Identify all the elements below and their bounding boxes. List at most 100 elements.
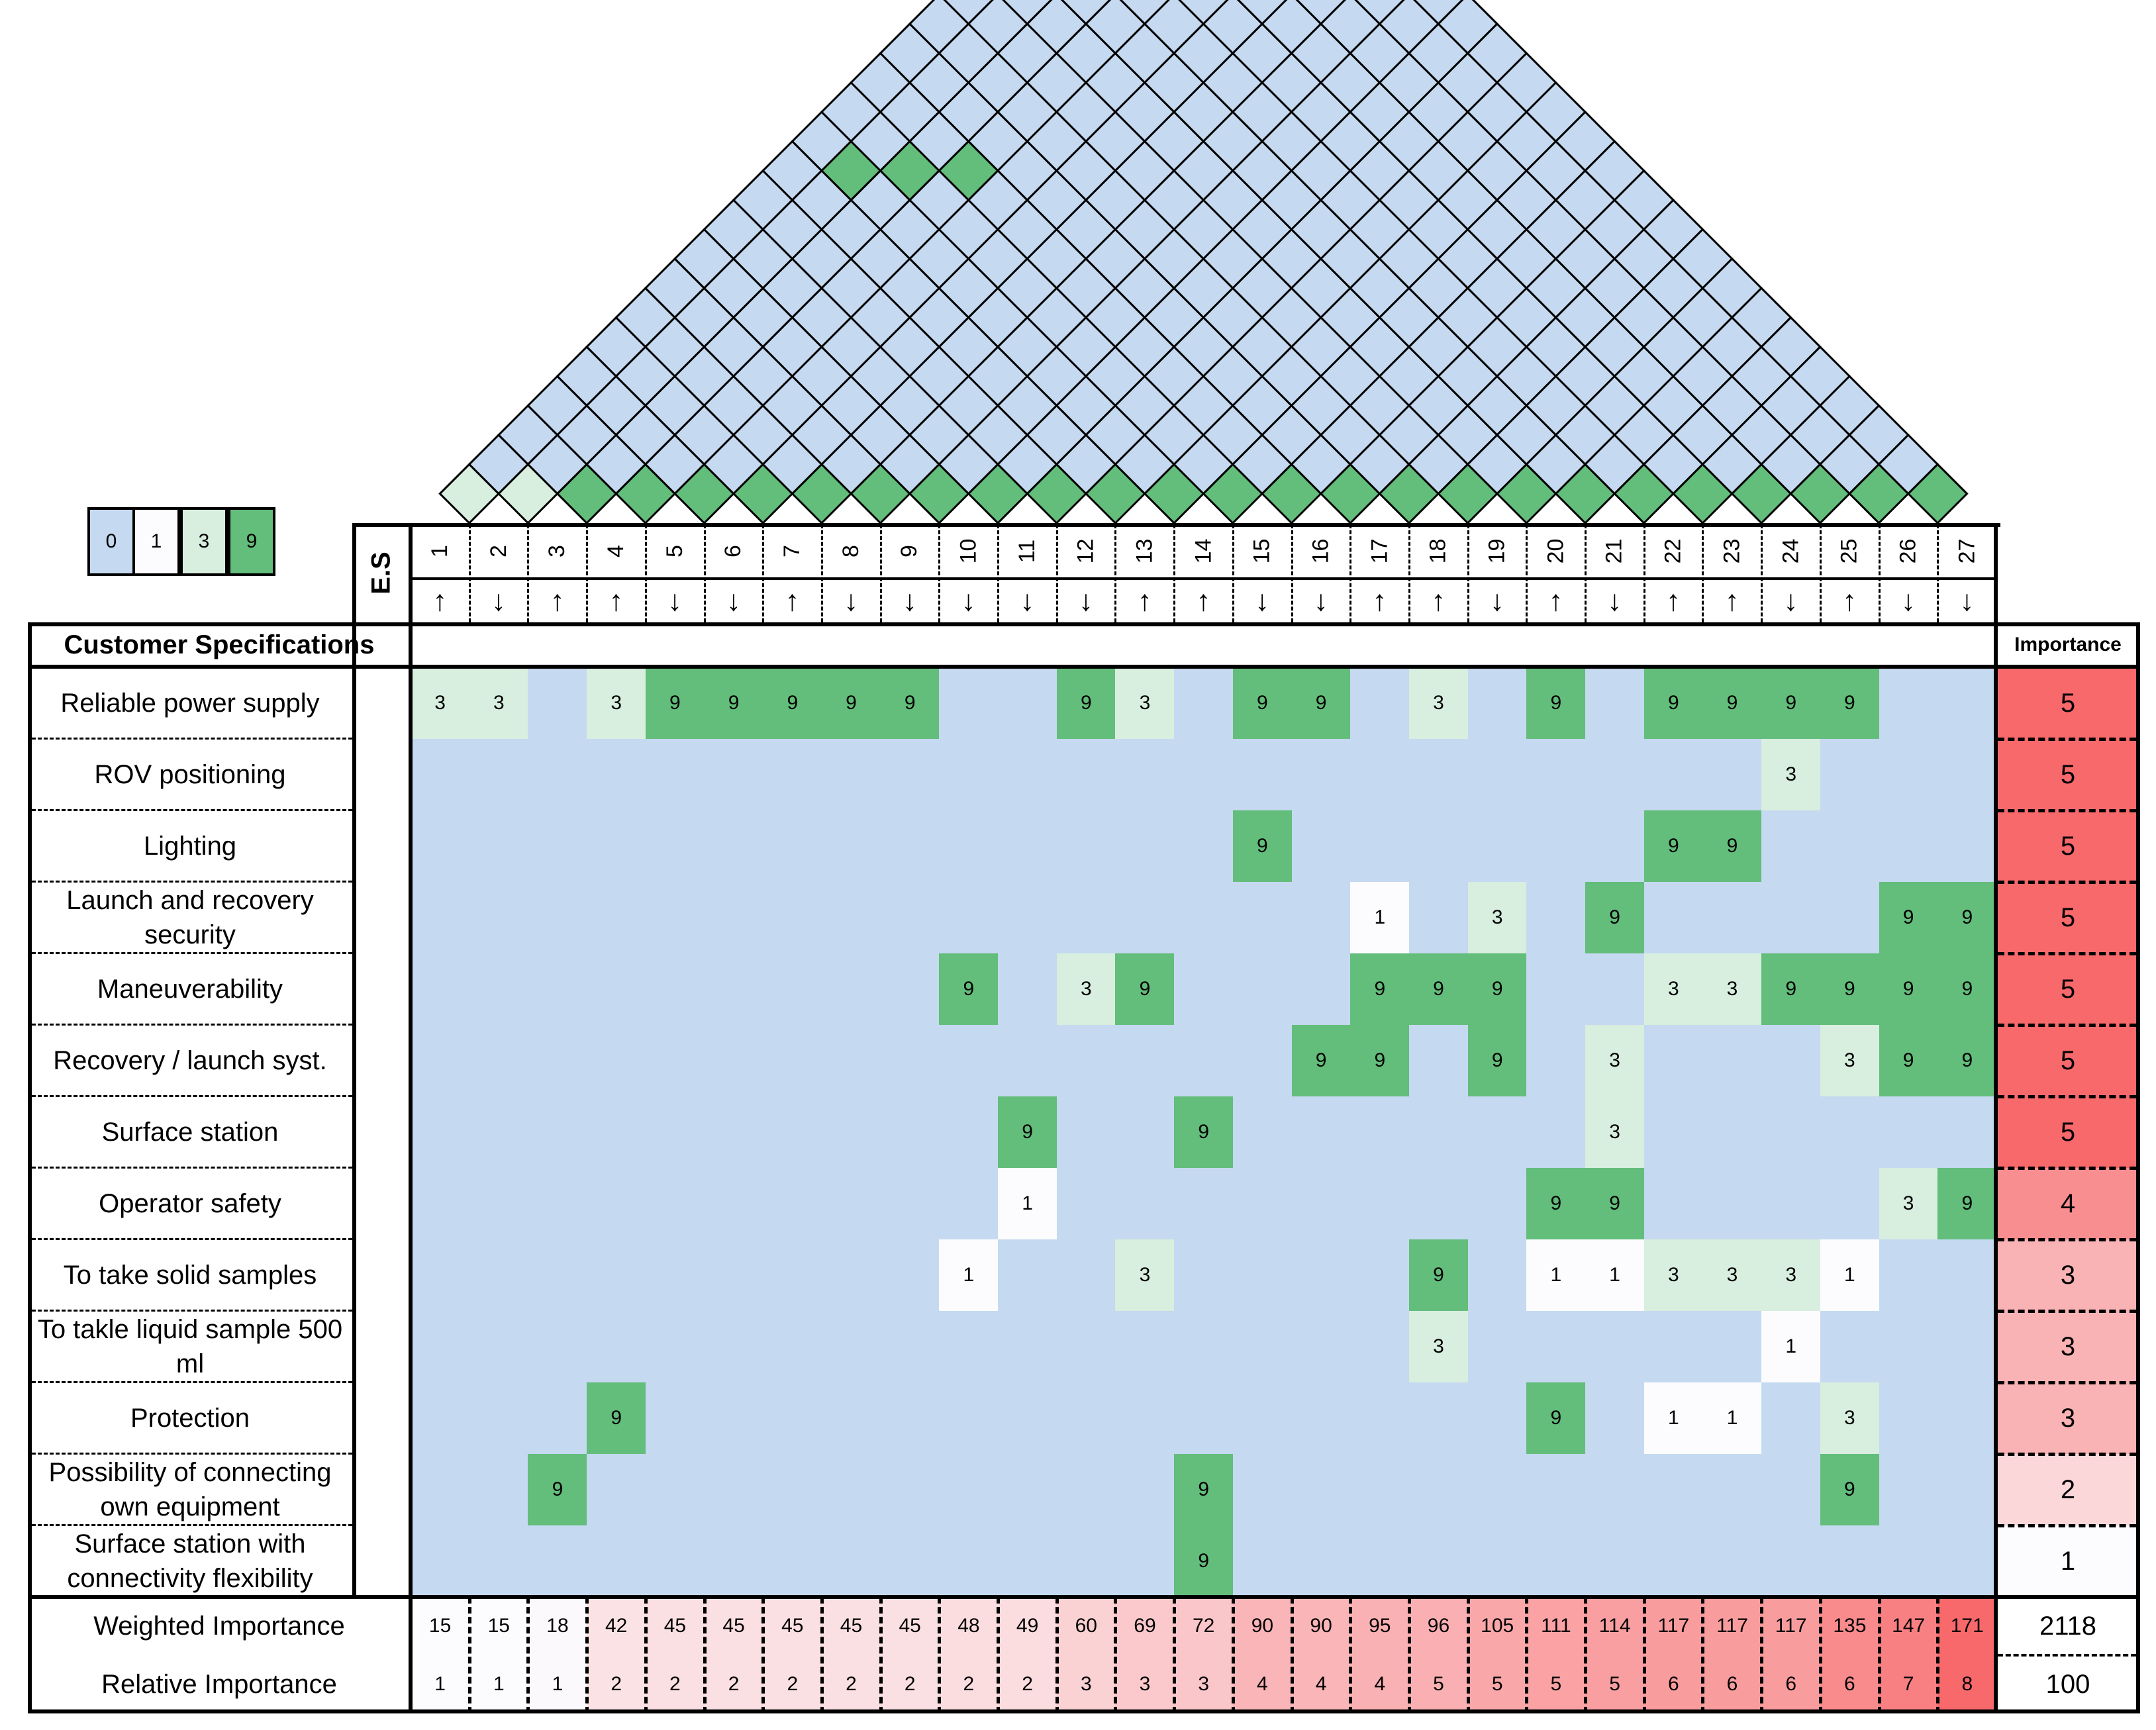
- header-column-separator: [1585, 524, 1587, 622]
- customer-spec-label: Operator safety: [28, 1168, 352, 1239]
- relationship-cell: [1644, 882, 1703, 953]
- relative-importance-cell: 5: [1409, 1655, 1468, 1713]
- relationship-cell: [939, 739, 998, 810]
- relationship-cell: [705, 810, 763, 882]
- spec-number-text: 1: [427, 545, 453, 557]
- relationship-cell: 1: [998, 1168, 1057, 1239]
- relationship-cell: 9: [587, 1382, 646, 1454]
- relationship-cell: [528, 1168, 587, 1239]
- relationship-cell: [1820, 1525, 1879, 1597]
- bottom-column-separator: [1232, 1597, 1235, 1713]
- importance-row-separator: [1998, 1095, 2136, 1098]
- weighted-importance-cell: 45: [646, 1597, 705, 1655]
- relationship-cell: [763, 1096, 822, 1168]
- relationship-cell: [1879, 1311, 1938, 1382]
- relationship-cell: 3: [1702, 1239, 1761, 1311]
- spec-number-22: 22: [1644, 524, 1703, 577]
- relationship-cell: [705, 1454, 763, 1525]
- relationship-cell: [1644, 1454, 1703, 1525]
- spec-number-text: 19: [1484, 538, 1510, 563]
- relationship-cell: [998, 1382, 1057, 1454]
- relationship-cell: [1409, 1525, 1468, 1597]
- label-row-separator: [32, 952, 352, 954]
- customer-spec-label: To take solid samples: [28, 1239, 352, 1311]
- relationship-cell: [1820, 882, 1879, 953]
- label-row-separator: [32, 881, 352, 883]
- spec-direction-23: ↑: [1702, 580, 1761, 622]
- relative-importance-cell: 1: [469, 1655, 528, 1713]
- spec-number-text: 13: [1132, 538, 1157, 563]
- relative-importance-cell: 8: [1937, 1655, 1996, 1713]
- relationship-cell: 9: [1702, 667, 1761, 739]
- relationship-cell: [998, 1239, 1057, 1311]
- relationship-cell: 3: [1644, 1239, 1703, 1311]
- header-column-separator: [1056, 524, 1058, 622]
- customer-spec-label: Reliable power supply: [28, 667, 352, 739]
- relationship-cell: [1292, 953, 1351, 1025]
- customer-spec-label: Possibility of connecting own equipment: [28, 1454, 352, 1525]
- spec-direction-3: ↑: [528, 580, 587, 622]
- relationship-cell: [411, 953, 469, 1025]
- spec-number-9: 9: [881, 524, 940, 577]
- relationship-cell: 1: [939, 1239, 998, 1311]
- relationship-cell: [1350, 1096, 1409, 1168]
- relationship-cell: [1468, 1525, 1527, 1597]
- relationship-cell: 9: [1937, 1025, 1996, 1096]
- relationship-cell: 1: [1585, 1239, 1644, 1311]
- spec-direction-11: ↓: [998, 580, 1057, 622]
- customer-spec-label: Recovery / launch syst.: [28, 1025, 352, 1096]
- bottom-column-separator: [1291, 1597, 1294, 1713]
- relationship-cell: 3: [1409, 667, 1468, 739]
- spec-number-12: 12: [1057, 524, 1116, 577]
- relationship-cell: [1115, 1025, 1174, 1096]
- relationship-cell: [1820, 1096, 1879, 1168]
- relationship-cell: [763, 1239, 822, 1311]
- relationship-cell: [1409, 1454, 1468, 1525]
- relationship-cell: [469, 1525, 528, 1597]
- spec-direction-24: ↓: [1761, 580, 1820, 622]
- relationship-cell: [1644, 1168, 1703, 1239]
- legend-level-3: 3: [180, 507, 228, 576]
- relationship-cell: [1292, 1454, 1351, 1525]
- header-row-bottom: [28, 665, 2140, 669]
- relationship-cell: [411, 1025, 469, 1096]
- relationship-cell: [1644, 1311, 1703, 1382]
- spec-direction-16: ↓: [1292, 580, 1351, 622]
- relationship-cell: [1233, 1382, 1292, 1454]
- weighted-importance-cell: 42: [587, 1597, 646, 1655]
- bottom-column-separator: [585, 1597, 589, 1713]
- spec-number-20: 20: [1526, 524, 1585, 577]
- customer-spec-label: Surface station: [28, 1096, 352, 1168]
- relationship-cell: [998, 667, 1057, 739]
- bottom-column-separator: [1408, 1597, 1411, 1713]
- relationship-cell: 3: [411, 667, 469, 739]
- relationship-cell: [1174, 882, 1233, 953]
- relationship-cell: 9: [763, 667, 822, 739]
- spec-number-1: 1: [411, 524, 469, 577]
- spec-direction-22: ↑: [1644, 580, 1703, 622]
- relationship-cell: [646, 1168, 705, 1239]
- bottom-column-separator: [1467, 1597, 1470, 1713]
- relationship-cell: [528, 882, 587, 953]
- relationship-cell: 9: [1409, 1239, 1468, 1311]
- relationship-cell: [587, 953, 646, 1025]
- weighted-importance-cell: 117: [1644, 1597, 1703, 1655]
- bottom-column-separator: [703, 1597, 707, 1713]
- relative-importance-cell: 6: [1820, 1655, 1879, 1713]
- spec-number-text: 16: [1308, 538, 1334, 563]
- relationship-cell: [1174, 810, 1233, 882]
- importance-row-separator: [1998, 809, 2136, 812]
- spec-direction-27: ↓: [1937, 580, 1996, 622]
- relationship-cell: 9: [1761, 667, 1820, 739]
- relationship-cell: [822, 953, 881, 1025]
- relationship-cell: [469, 1168, 528, 1239]
- relationship-cell: [1820, 1168, 1879, 1239]
- label-row-separator: [32, 1310, 352, 1312]
- relationship-cell: [1057, 1525, 1116, 1597]
- relationship-cell: [705, 1239, 763, 1311]
- spec-number-5: 5: [646, 524, 705, 577]
- weighted-importance-cell: 45: [881, 1597, 940, 1655]
- relationship-cell: 3: [1702, 953, 1761, 1025]
- relationship-cell: [881, 1096, 940, 1168]
- spec-direction-21: ↓: [1585, 580, 1644, 622]
